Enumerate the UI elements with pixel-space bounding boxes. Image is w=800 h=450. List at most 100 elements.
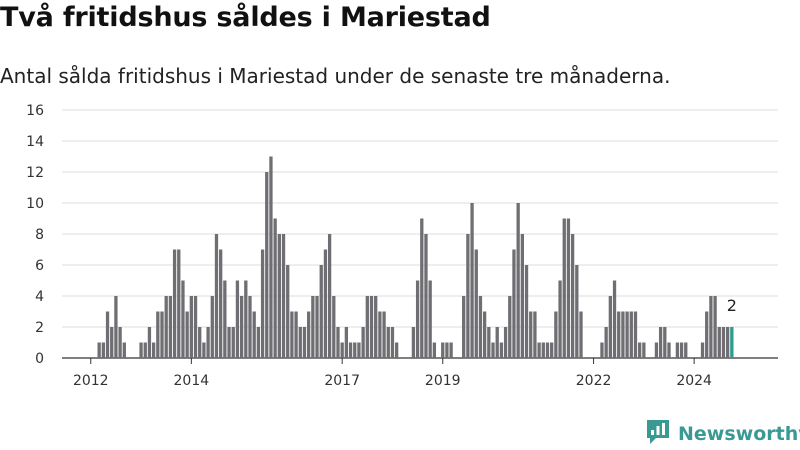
bar — [411, 327, 416, 358]
bar — [470, 203, 474, 358]
bar — [147, 327, 152, 358]
bar — [612, 280, 617, 358]
bar — [340, 342, 344, 358]
bar — [466, 234, 470, 358]
bar — [508, 296, 512, 358]
bar — [529, 311, 533, 358]
bar — [617, 311, 621, 358]
bar-chart: 0 2 4 6 8 10 12 14 16 2 2012 2014 2017 2019 2022 2024 — [26, 103, 778, 389]
bar — [344, 327, 349, 358]
bar — [503, 327, 508, 358]
bar — [210, 296, 214, 358]
x-tick-label: 2012 — [73, 373, 109, 389]
bar — [156, 311, 160, 358]
bar — [709, 296, 713, 358]
newsworthy-logo[interactable]: Newsworthy — [645, 419, 800, 449]
x-tick-label: 2017 — [324, 373, 360, 389]
bar — [482, 311, 487, 358]
bar — [189, 296, 193, 358]
bar — [239, 296, 244, 358]
bar — [445, 342, 449, 358]
bar — [570, 234, 575, 358]
bar — [621, 311, 625, 358]
bar — [579, 311, 583, 358]
bar-latest — [730, 327, 734, 358]
bar — [319, 265, 323, 358]
bar — [168, 296, 173, 358]
bar — [164, 296, 168, 358]
bar — [172, 249, 177, 358]
bar — [663, 327, 667, 358]
bar — [101, 342, 105, 358]
bar — [667, 342, 671, 358]
bar — [265, 172, 269, 358]
bar — [336, 327, 340, 358]
bar — [160, 311, 164, 358]
bar — [675, 342, 680, 358]
newsworthy-wordmark: Newsworthy — [678, 423, 800, 445]
y-tick-label: 4 — [35, 289, 44, 305]
bar — [420, 218, 424, 358]
bar — [286, 265, 290, 358]
bar — [277, 234, 281, 358]
bar — [298, 327, 302, 358]
bar — [185, 311, 189, 358]
bar — [713, 296, 717, 358]
y-tick-label: 16 — [26, 103, 44, 119]
bar — [193, 296, 198, 358]
bar — [658, 327, 663, 358]
bar — [512, 249, 516, 358]
bar — [365, 296, 369, 358]
bar — [478, 296, 483, 358]
bar — [705, 311, 709, 358]
bar — [449, 342, 453, 358]
newsworthy-chart-icon — [645, 418, 671, 450]
bar — [260, 249, 265, 358]
x-tick-label: 2014 — [174, 373, 210, 389]
bar — [395, 342, 399, 358]
bar — [554, 311, 558, 358]
bar — [214, 234, 219, 358]
bar — [558, 280, 562, 358]
bar — [642, 342, 646, 358]
bar — [700, 342, 705, 358]
bar — [223, 280, 227, 358]
bar — [311, 296, 315, 358]
x-tick-label: 2024 — [676, 373, 712, 389]
bar — [361, 327, 365, 358]
bar — [428, 280, 432, 358]
bar — [139, 342, 143, 358]
bar — [231, 327, 235, 358]
x-tick-label: 2022 — [576, 373, 612, 389]
bar — [143, 342, 147, 358]
bar — [638, 342, 642, 358]
bar — [227, 327, 231, 358]
bar — [537, 342, 541, 358]
bar — [382, 311, 386, 358]
bar — [302, 327, 307, 358]
bar — [424, 234, 428, 358]
bar — [520, 234, 524, 358]
bar — [495, 327, 499, 358]
bar — [122, 342, 126, 358]
bar — [550, 342, 554, 358]
bar — [386, 327, 390, 358]
bar — [474, 249, 478, 358]
bar — [244, 280, 248, 358]
bar — [487, 327, 491, 358]
y-tick-label: 12 — [26, 165, 44, 181]
bar — [369, 296, 374, 358]
bar — [524, 265, 529, 358]
bar — [269, 156, 273, 358]
x-tick-label: 2019 — [425, 373, 461, 389]
bar — [562, 218, 566, 358]
bar — [633, 311, 638, 358]
bar — [323, 249, 328, 358]
bar — [315, 296, 319, 358]
last-value-label: 2 — [727, 296, 737, 315]
bar — [219, 249, 223, 358]
bar — [441, 342, 445, 358]
bar — [491, 342, 495, 358]
bar — [415, 280, 420, 358]
bar — [604, 327, 608, 358]
